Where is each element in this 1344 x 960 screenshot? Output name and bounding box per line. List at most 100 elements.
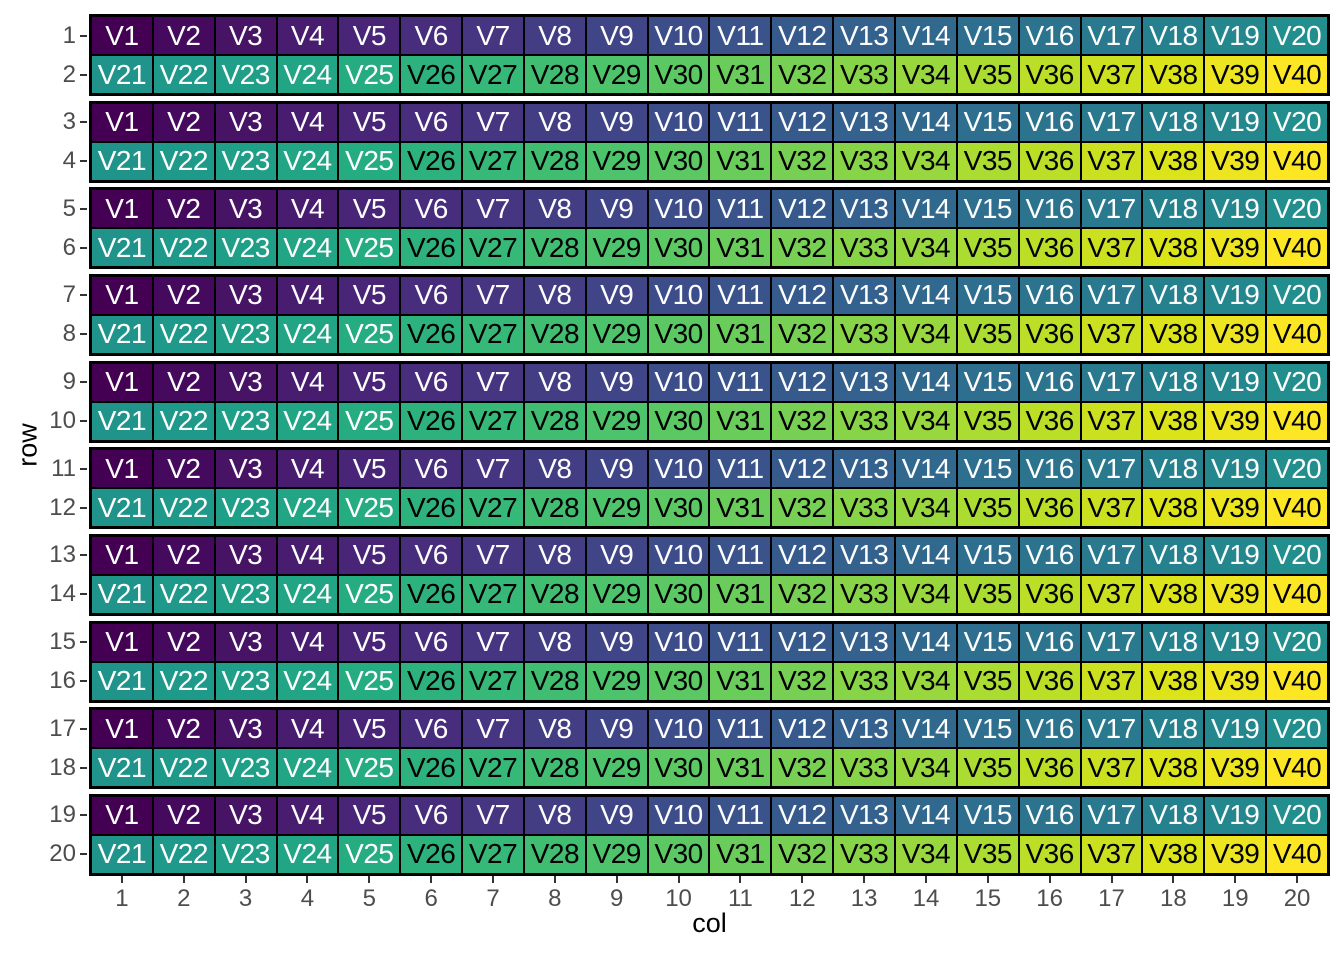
heatmap-cell: V40 [1267,402,1327,440]
heatmap-cell: V6 [401,796,462,834]
heatmap-cell: V28 [524,575,585,613]
heatmap-cell: V27 [463,229,523,267]
heatmap-cell: V12 [772,796,833,834]
heatmap-cell: V20 [1267,536,1327,574]
y-tick-label: 12 [49,493,76,521]
heatmap-cell: V16 [1019,536,1080,574]
heatmap-cell: V22 [153,489,214,527]
row-pair-band: V1 V2 V3 V4 V5 V6 V7 V8 V9 V10 V11 V12 V13 V14 V15 V16 V… [89,360,1330,443]
heatmap-cell: V19 [1205,17,1266,54]
heatmap-cell: V39 [1205,835,1266,873]
heatmap-cell: V13 [834,190,895,228]
y-tick-label: 4 [62,147,76,175]
x-tick-mark [120,876,123,883]
x-tick-label: 18 [1160,885,1187,912]
heatmap-cell: V15 [957,103,1018,141]
heatmap-cell: V24 [277,835,338,873]
heatmap-cell: V2 [153,796,214,834]
heatmap-cell: V10 [648,710,709,748]
heatmap-cell: V31 [710,575,771,613]
heatmap-cell: V18 [1143,450,1204,488]
heatmap-cell: V14 [896,450,956,488]
y-tick-mark [80,420,87,423]
heatmap-cell: V9 [586,796,647,834]
y-tick-mark [80,766,87,769]
heatmap-cell: V1 [92,276,152,314]
heatmap-cell: V21 [92,575,152,613]
heatmap-cell: V30 [648,575,709,613]
heatmap-cell: V24 [277,662,338,700]
heatmap-cell: V4 [277,536,338,574]
heatmap-cell: V20 [1267,450,1327,488]
heatmap-cell: V36 [1019,749,1080,787]
heatmap-cell: V37 [1081,662,1142,700]
heatmap-cell: V39 [1205,402,1266,440]
heatmap-cell: V17 [1081,623,1142,661]
heatmap-cell: V35 [957,402,1018,440]
heatmap-cell: V38 [1143,575,1204,613]
y-tick-label: 9 [62,368,76,396]
heatmap-cell: V13 [834,103,895,141]
heatmap-cell: V33 [834,662,895,700]
heatmap-cell: V34 [896,835,956,873]
heatmap-cell: V38 [1143,142,1204,180]
heatmap-cell: V16 [1019,103,1080,141]
heatmap-cell: V29 [586,402,647,440]
heatmap-cell: V2 [153,536,214,574]
heatmap-cell: V27 [463,402,523,440]
heatmap-cell: V4 [277,796,338,834]
heatmap-cell: V16 [1019,276,1080,314]
heatmap-cell: V4 [277,17,338,54]
heatmap-cell: V15 [957,536,1018,574]
x-tick-mark [924,876,927,883]
y-tick-mark [80,814,87,817]
heatmap-cell: V23 [215,489,276,527]
heatmap-cell: V4 [277,623,338,661]
heatmap-cell: V3 [215,450,276,488]
heatmap-cell: V33 [834,749,895,787]
heatmap-cell: V26 [401,749,462,787]
heatmap-cell: V20 [1267,17,1327,54]
x-tick-label: 14 [912,885,940,912]
heatmap-cell: V28 [524,662,585,700]
heatmap-cell: V40 [1267,489,1327,527]
heatmap-cell: V4 [277,190,338,228]
heatmap-cell: V13 [834,623,895,661]
heatmap-cell: V22 [153,56,214,93]
heatmap-cell: V36 [1019,489,1080,527]
heatmap-cell: V10 [648,103,709,141]
heatmap-cell: V19 [1205,103,1266,141]
heatmap-cell: V25 [339,402,400,440]
heatmap-cell: V29 [586,315,647,353]
heatmap-cell: V23 [215,402,276,440]
heatmap-cell: V18 [1143,796,1204,834]
row-pair-band: V1 V2 V3 V4 V5 V6 V7 V8 V9 V10 V11 V12 V13 V14 V15 V16 V… [89,100,1330,183]
row-pair-band: V1 V2 V3 V4 V5 V6 V7 V8 V9 V10 V11 V12 V13 V14 V15 V16 V… [89,447,1330,530]
heatmap-cell: V15 [957,363,1018,401]
y-tick-mark [80,121,87,124]
heatmap-cell: V28 [524,489,585,527]
heatmap-cell: V31 [710,315,771,353]
heatmap-cell: V23 [215,662,276,700]
heatmap-cell: V21 [92,56,152,93]
heatmap-cell: V35 [957,315,1018,353]
heatmap-cell: V24 [277,315,338,353]
heatmap-cell: V29 [586,662,647,700]
heatmap-cell: V28 [524,315,585,353]
heatmap-cell: V16 [1019,450,1080,488]
heatmap-cell: V29 [586,835,647,873]
heatmap-cell: V20 [1267,103,1327,141]
heatmap-cell: V26 [401,229,462,267]
heatmap-cell: V18 [1143,363,1204,401]
heatmap-cell: V17 [1081,276,1142,314]
heatmap-cell: V20 [1267,190,1327,228]
heatmap-cell: V17 [1081,450,1142,488]
heatmap-cell: V8 [524,363,585,401]
heatmap-cell: V19 [1205,363,1266,401]
heatmap-cell: V30 [648,315,709,353]
heatmap-cell: V11 [710,363,771,401]
heatmap-cell: V25 [339,315,400,353]
heatmap-cell: V20 [1267,276,1327,314]
heatmap-cell: V34 [896,56,956,93]
heatmap-cell: V30 [648,142,709,180]
